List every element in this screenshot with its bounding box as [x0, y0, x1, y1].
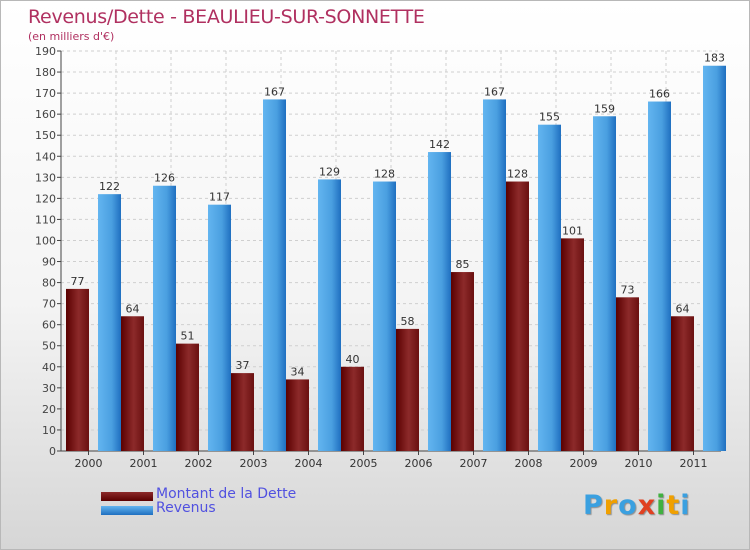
y-tick-label: 190: [35, 45, 56, 58]
legend-swatch-dette: [101, 492, 153, 501]
logo-letter: P: [583, 490, 604, 521]
data-label-dette: 51: [181, 330, 195, 343]
chart-subtitle: (en milliers d'€): [28, 30, 115, 43]
legend-swatch-revenus: [101, 506, 153, 515]
data-label-dette: 40: [346, 353, 360, 366]
data-label-dette: 77: [71, 275, 85, 288]
bar-dette: [231, 373, 254, 451]
y-tick-label: 140: [35, 150, 56, 163]
data-label-revenus: 159: [594, 102, 615, 115]
bar-dette: [286, 379, 309, 451]
x-tick-label: 2001: [130, 457, 158, 470]
data-label-revenus: 126: [154, 172, 175, 185]
data-label-dette: 58: [401, 315, 415, 328]
logo-letter: t: [666, 490, 681, 521]
data-label-revenus: 122: [99, 180, 120, 193]
bars: [66, 65, 726, 452]
y-tick-label: 90: [42, 256, 56, 269]
y-tick-label: 0: [49, 445, 56, 458]
y-tick-label: 40: [42, 361, 56, 374]
y-tick-label: 10: [42, 424, 56, 437]
y-tick-label: 180: [35, 66, 56, 79]
proxiti-logo: Proxiti: [583, 490, 691, 521]
bar-dette: [121, 316, 144, 451]
y-tick-label: 100: [35, 234, 56, 247]
data-label-revenus: 117: [209, 191, 230, 204]
x-tick-label: 2010: [625, 457, 653, 470]
y-tick-label: 170: [35, 87, 56, 100]
bar-revenus: [208, 204, 231, 451]
data-label-dette: 101: [562, 224, 583, 237]
data-label-revenus: 129: [319, 165, 340, 178]
bar-dette: [671, 316, 694, 451]
data-label-dette: 37: [236, 359, 250, 372]
x-tick-label: 2008: [515, 457, 543, 470]
y-tick-label: 60: [42, 319, 56, 332]
x-tick-label: 2000: [75, 457, 103, 470]
logo-letter: i: [680, 490, 691, 521]
data-label-revenus: 166: [649, 88, 670, 101]
x-tick-label: 2005: [350, 457, 378, 470]
bar-revenus: [98, 194, 121, 451]
bar-dette: [506, 181, 529, 452]
x-tick-label: 2006: [405, 457, 433, 470]
x-tick-label: 2003: [240, 457, 268, 470]
data-labels: 77 122 64 126 51 117 37 167 34 129 40 128 58 142 85 167…: [71, 52, 726, 379]
y-tick-label: 80: [42, 277, 56, 290]
bar-dette: [616, 297, 639, 451]
data-label-revenus: 167: [264, 85, 285, 98]
data-label-dette: 64: [126, 302, 140, 315]
chart-title: Revenus/Dette - BEAULIEU-SUR-SONNETTE: [28, 6, 425, 28]
bar-dette: [66, 288, 89, 451]
x-tick-label: 2004: [295, 457, 323, 470]
logo-letter: x: [637, 490, 657, 521]
bar-dette: [341, 366, 364, 451]
data-label-revenus: 183: [704, 52, 725, 65]
x-tick-label: 2002: [185, 457, 213, 470]
data-label-dette: 64: [676, 302, 690, 315]
data-label-revenus: 142: [429, 138, 450, 151]
legend-label-revenus: Revenus: [156, 500, 216, 516]
logo-letter: i: [656, 490, 667, 521]
bar-revenus: [428, 152, 451, 452]
data-label-dette: 73: [621, 283, 635, 296]
bar-revenus: [263, 99, 286, 451]
data-label-dette: 34: [291, 365, 305, 378]
y-tick-label: 160: [35, 108, 56, 121]
legend-label-dette: Montant de la Dette: [156, 486, 297, 502]
logo-letter: o: [618, 490, 638, 521]
y-tick-label: 20: [42, 403, 56, 416]
y-tick-label: 130: [35, 171, 56, 184]
data-label-revenus: 128: [374, 168, 395, 181]
logo-letter: r: [603, 490, 619, 521]
bar-revenus: [593, 116, 616, 452]
x-tick-label: 2007: [460, 457, 488, 470]
y-tick-label: 150: [35, 129, 56, 142]
bar-revenus: [703, 65, 726, 451]
data-label-revenus: 155: [539, 111, 560, 124]
y-tick-label: 110: [35, 213, 56, 226]
bar-dette: [176, 343, 199, 451]
data-label-dette: 128: [507, 168, 528, 181]
bar-revenus: [318, 179, 341, 451]
y-tick-label: 120: [35, 192, 56, 205]
bar-dette: [451, 272, 474, 451]
y-tick-label: 50: [42, 340, 56, 353]
y-tick-label: 70: [42, 298, 56, 311]
bar-revenus: [153, 185, 176, 451]
bar-revenus: [483, 99, 506, 451]
bar-revenus: [648, 101, 671, 452]
bar-revenus: [373, 181, 396, 452]
data-label-revenus: 167: [484, 85, 505, 98]
y-tick-label: 30: [42, 382, 56, 395]
data-label-dette: 85: [456, 258, 470, 271]
x-tick-label: 2011: [680, 457, 708, 470]
bar-revenus: [538, 124, 561, 452]
x-tick-label: 2009: [570, 457, 598, 470]
bar-dette: [396, 328, 419, 451]
bar-dette: [561, 238, 584, 451]
